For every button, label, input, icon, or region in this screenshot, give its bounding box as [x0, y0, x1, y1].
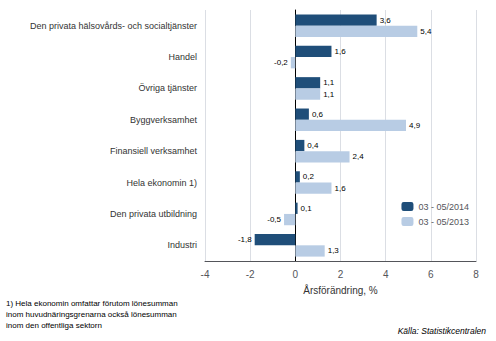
- svg-text:1,3: 1,3: [328, 246, 340, 255]
- svg-text:Byggverksamhet: Byggverksamhet: [130, 115, 198, 125]
- svg-text:Övriga tjänster: Övriga tjänster: [138, 83, 197, 93]
- svg-text:2,4: 2,4: [353, 152, 365, 161]
- svg-text:-0,5: -0,5: [267, 215, 281, 224]
- svg-text:inom huvudnäringsgrenarna ocks: inom huvudnäringsgrenarna också lönesumm…: [6, 310, 177, 319]
- svg-text:Hela ekonomin 1): Hela ekonomin 1): [126, 178, 197, 188]
- svg-text:-4: -4: [201, 269, 210, 280]
- svg-text:Källa: Statistikcentralen: Källa: Statistikcentralen: [398, 326, 487, 336]
- svg-text:03 - 05/2014: 03 - 05/2014: [418, 202, 469, 212]
- svg-text:0,1: 0,1: [301, 204, 313, 213]
- svg-text:Industri: Industri: [167, 240, 197, 250]
- svg-text:-0,2: -0,2: [274, 58, 288, 67]
- svg-text:-2: -2: [246, 269, 255, 280]
- svg-text:Den privata hälsovårds- och so: Den privata hälsovårds- och socialtjänst…: [30, 21, 197, 31]
- svg-text:Den privata utbildning: Den privata utbildning: [110, 209, 197, 219]
- svg-text:1) Hela ekonomin omfattar föru: 1) Hela ekonomin omfattar förutom lönesu…: [6, 299, 178, 308]
- svg-text:0,4: 0,4: [307, 141, 319, 150]
- svg-text:-1,8: -1,8: [238, 235, 252, 244]
- svg-text:Handel: Handel: [168, 52, 197, 62]
- svg-text:inom den offentliga sektorn: inom den offentliga sektorn: [6, 321, 102, 330]
- svg-text:5,4: 5,4: [420, 27, 432, 36]
- svg-text:0: 0: [293, 269, 299, 280]
- svg-text:4,9: 4,9: [409, 121, 421, 130]
- svg-text:1,6: 1,6: [334, 184, 346, 193]
- svg-text:4: 4: [383, 269, 389, 280]
- svg-text:6: 6: [428, 269, 434, 280]
- svg-text:1,1: 1,1: [323, 78, 335, 87]
- svg-text:3,6: 3,6: [380, 16, 392, 25]
- svg-text:0,2: 0,2: [303, 172, 315, 181]
- svg-text:8: 8: [473, 269, 479, 280]
- svg-text:2: 2: [338, 269, 344, 280]
- svg-text:03 - 05/2013: 03 - 05/2013: [418, 217, 469, 227]
- svg-text:1,1: 1,1: [323, 90, 335, 99]
- svg-text:0,6: 0,6: [312, 110, 324, 119]
- svg-text:Årsförändring, %: Årsförändring, %: [303, 284, 378, 296]
- svg-text:1,6: 1,6: [334, 47, 346, 56]
- svg-text:Finansiell verksamhet: Finansiell verksamhet: [110, 146, 198, 156]
